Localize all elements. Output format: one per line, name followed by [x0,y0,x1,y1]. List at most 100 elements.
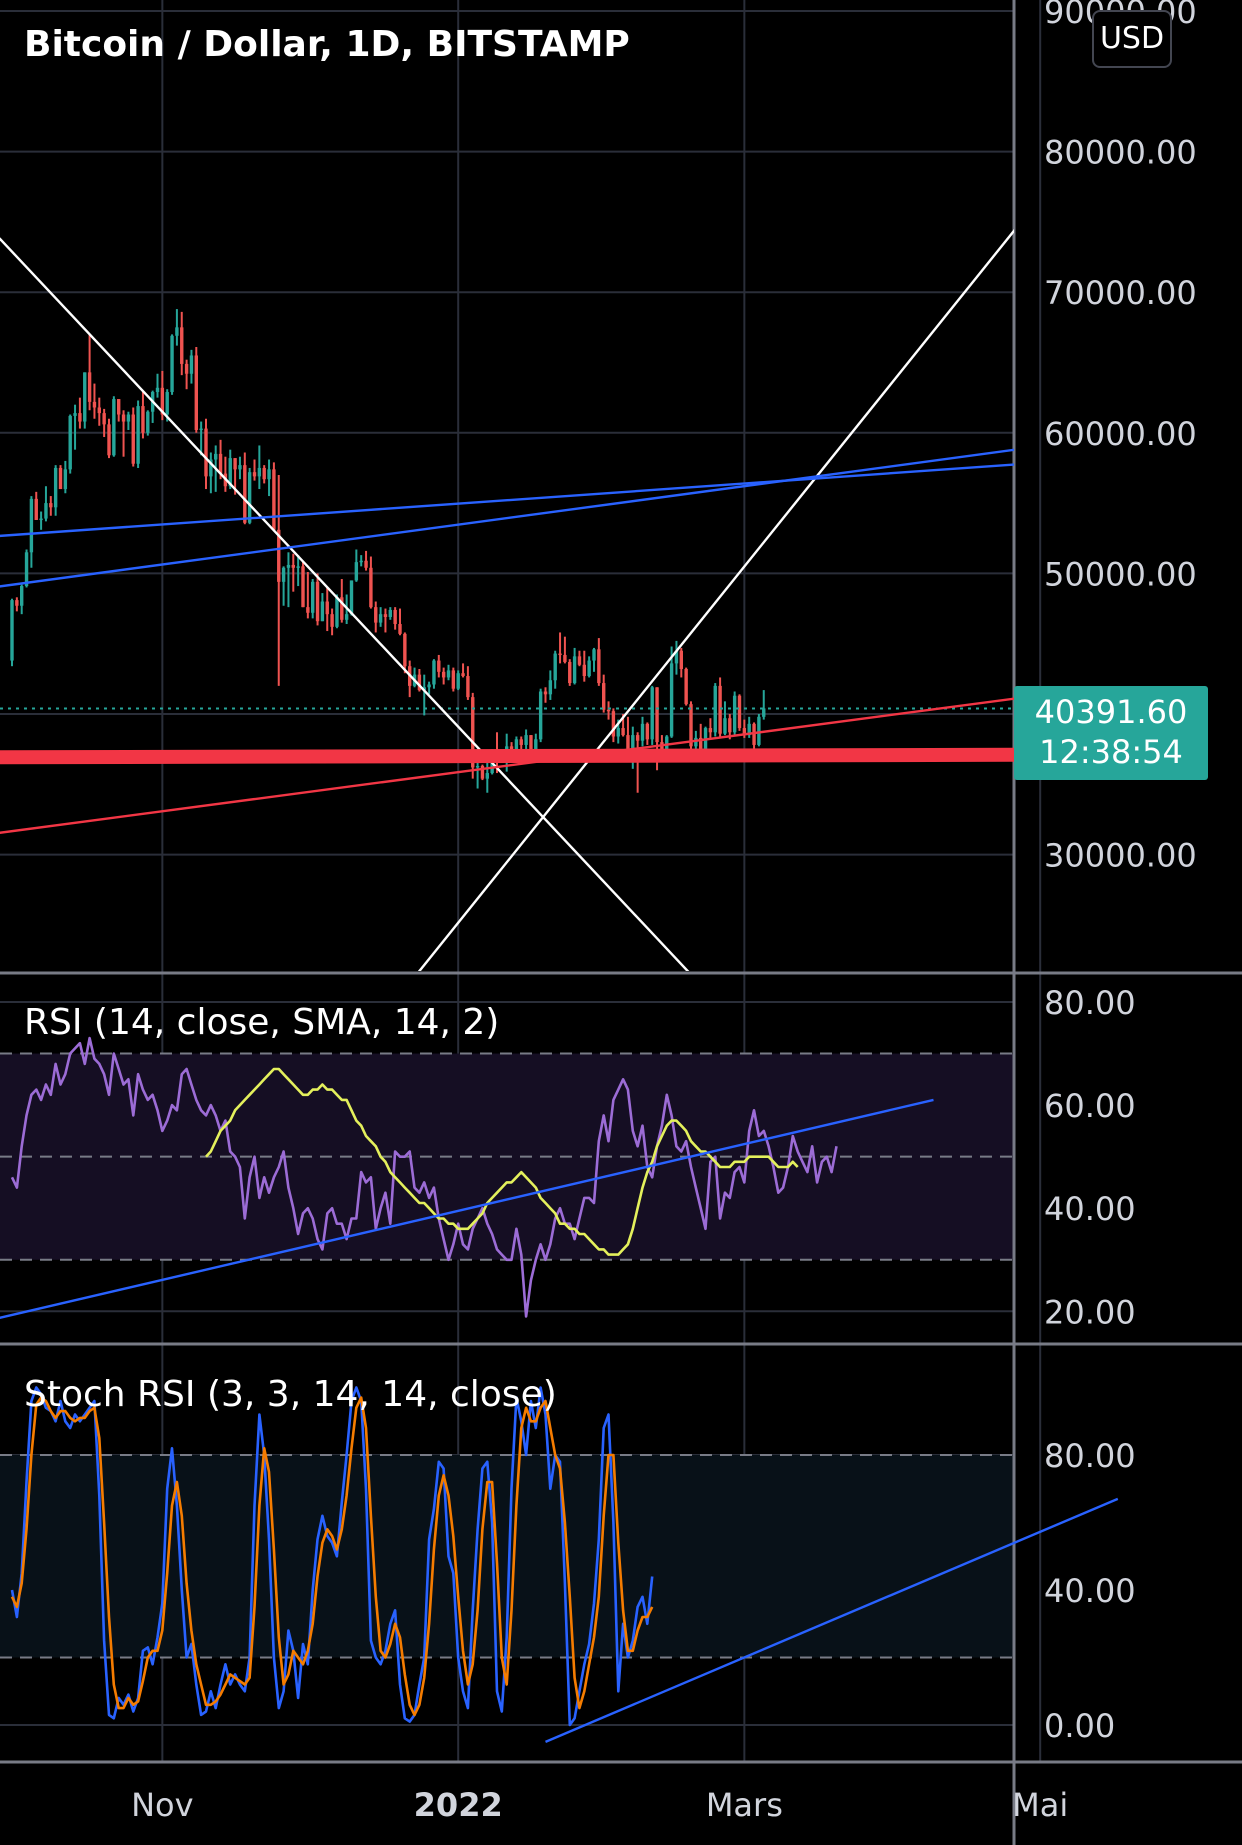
candle-body [175,327,179,336]
y-tick-label: 60000.00 [1044,415,1197,453]
candle-body [281,567,286,582]
stoch-rsi-indicator-title[interactable]: Stoch RSI (3, 3, 14, 14, close) [24,1374,557,1415]
candle-body [592,649,596,661]
candle-body [388,609,392,617]
candle-body [383,614,388,617]
currency-button[interactable]: USD [1092,10,1172,68]
candle-body [301,566,305,608]
candle-body [165,392,169,415]
y-tick-label: 40.00 [1044,1572,1136,1610]
candle-body [441,671,446,678]
candle-body [24,552,29,587]
y-tick-label: 30000.00 [1044,837,1197,875]
candle-body [752,723,756,745]
x-tick-label: 2022 [414,1786,503,1824]
candle-body [742,728,747,736]
candle-body [10,600,14,661]
candle-body [335,597,339,627]
candle-body [553,653,557,681]
candle-body [674,650,679,664]
candle-body [626,735,630,754]
y-tick-label: 80.00 [1044,1437,1136,1475]
candle-body [68,415,72,470]
candle-body [247,472,252,523]
candle-body [718,685,722,734]
rsi-indicator-title[interactable]: RSI (14, close, SMA, 14, 2) [24,1002,500,1043]
candle-body [572,656,577,684]
candle-body [650,687,654,740]
candle-body [97,407,101,414]
candle-body [209,459,213,477]
candle-body [606,709,611,712]
candle-body [563,654,567,662]
candlestick-series [10,309,766,793]
candle-body [214,453,218,460]
candle-body [306,607,310,613]
trendline [0,237,690,971]
candle-body [538,691,543,740]
candle-body [364,560,368,568]
candle-body [708,728,713,733]
candle-body [194,355,198,430]
candle-body [728,718,732,733]
candle-body [456,673,460,689]
candle-body [160,387,165,415]
candle-body [349,580,354,615]
candle-body [141,406,145,433]
trendline [0,448,1014,588]
candle-body [587,660,591,677]
trendline [0,463,1014,538]
candle-body [398,624,402,634]
candle-body [20,586,24,606]
candle-body [189,355,194,374]
candle-body [320,601,325,622]
y-tick-label: 40.00 [1044,1190,1136,1228]
candle-body [471,697,475,768]
candle-body [616,728,620,737]
last-price-value: 40391.60 [1034,693,1188,731]
candle-body [611,711,616,737]
candle-body [286,564,291,568]
candle-body [737,695,742,729]
candle-body [233,458,237,470]
candle-body [63,469,68,490]
candle-body [577,656,582,665]
candle-body [78,413,82,422]
candle-body [558,653,562,656]
y-tick-label: 50000.00 [1044,555,1197,593]
candle-body [514,739,519,758]
candle-body [83,372,87,422]
y-tick-label: 80000.00 [1044,134,1197,172]
candle-body [519,739,523,745]
rsi-line [10,1036,838,1318]
candle-body [325,601,329,615]
candle-body [228,458,232,487]
candle-body [155,387,160,393]
main-trendlines [0,228,1014,971]
candle-body [723,718,727,734]
candle-body [277,529,281,582]
candle-body [640,723,645,741]
candle-body [422,687,426,691]
candle-body [679,650,683,670]
candle-body [568,661,572,684]
candle-body [378,614,383,623]
candle-body [34,498,38,520]
candle-body [92,401,97,408]
y-tick-label: 80.00 [1044,984,1136,1022]
candle-body [199,428,203,431]
candle-body [117,399,121,415]
candle-body [311,581,315,613]
candle-body [121,414,126,422]
candle-body [451,670,456,689]
stoch-d-line [10,1396,654,1717]
x-tick-label: Mars [706,1786,783,1824]
y-tick-label: 60.00 [1044,1087,1136,1125]
candle-body [757,716,761,745]
candle-body [635,735,640,741]
rsi-trendline [0,1098,934,1319]
candle-body [87,372,92,402]
candle-body [44,503,48,519]
candle-body [427,684,431,688]
